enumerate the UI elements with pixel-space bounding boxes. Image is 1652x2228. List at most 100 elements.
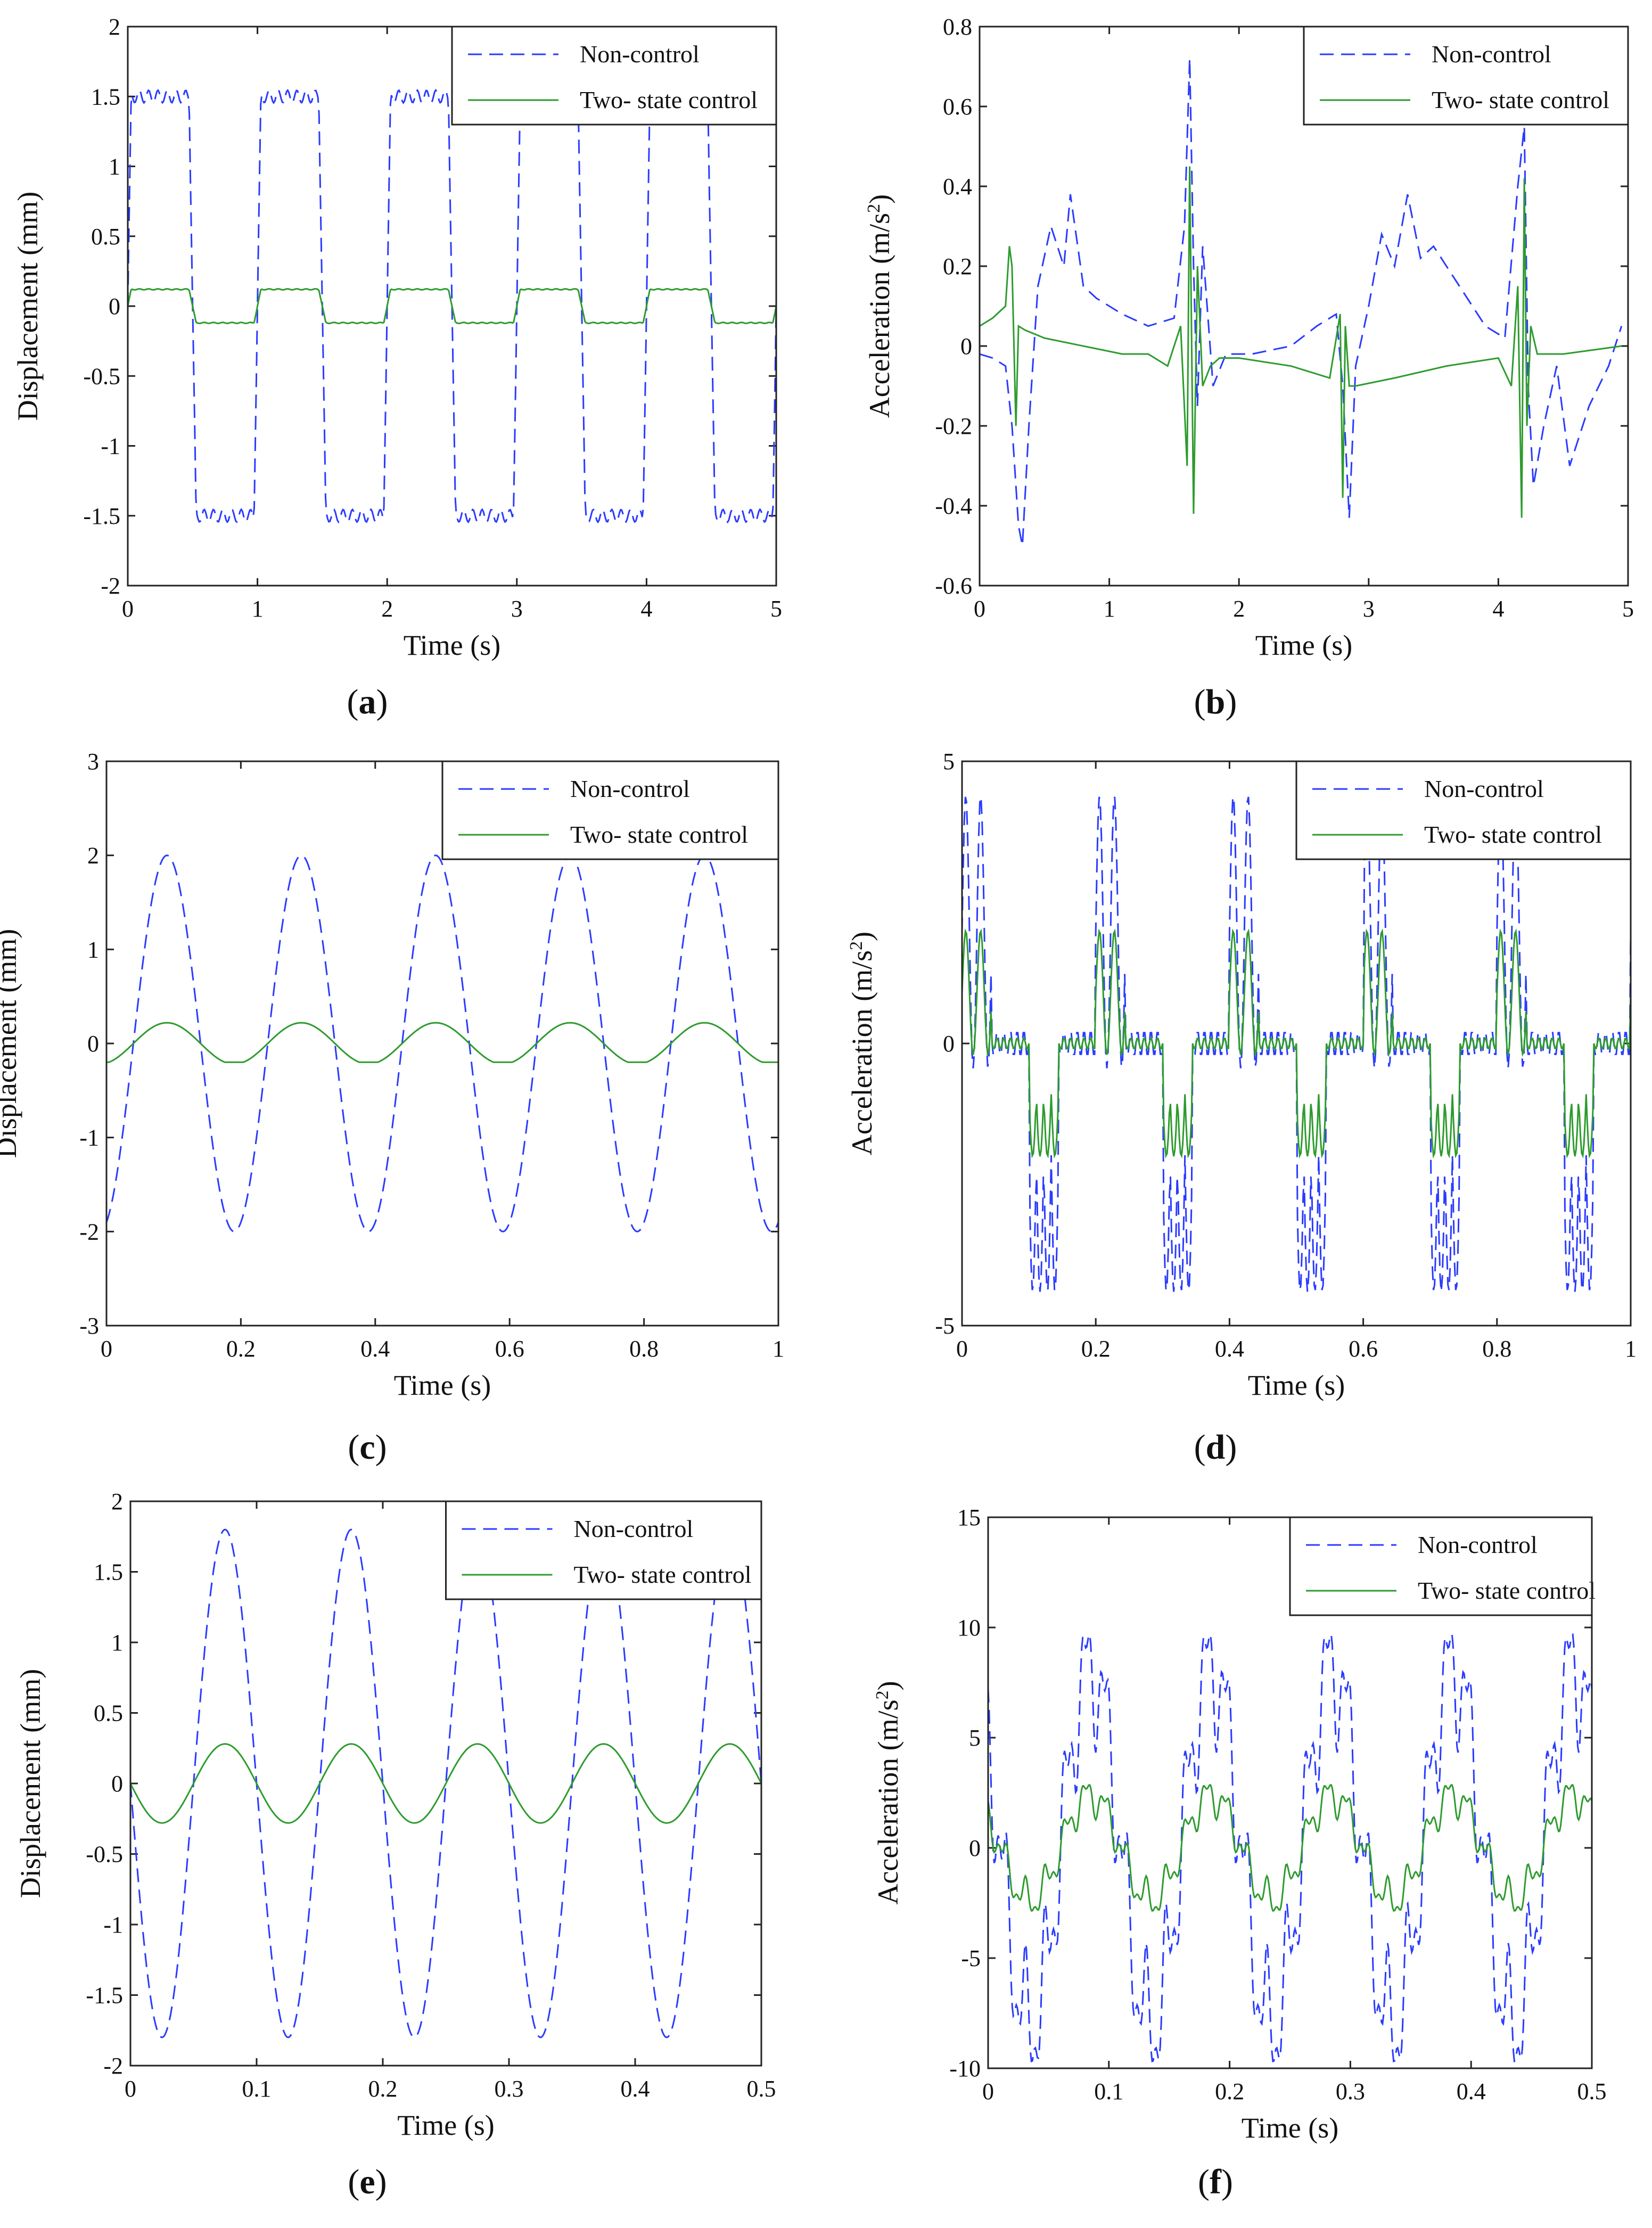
series-line-two-state-control: [130, 1743, 761, 1824]
panel-caption-close: ): [1221, 2163, 1233, 2201]
y-tick-label: 0.5: [91, 224, 120, 250]
y-axis-label: Displacement (mm): [12, 192, 44, 421]
y-tick-label: -1: [79, 1125, 99, 1151]
series-line-two-state-control: [988, 1784, 1592, 1912]
x-tick-label: 1: [772, 1336, 784, 1362]
x-tick-label: 0: [122, 596, 134, 622]
y-tick-label: 1: [87, 936, 99, 963]
panel-caption-letter: c: [359, 1428, 375, 1467]
x-tick-label: 5: [1622, 596, 1634, 622]
panel-a: 0 1 2 3 4 5 -2 -1.5 -1 -0.5 0 0.5 1 1.5 2 Non-control Tw…: [12, 14, 782, 721]
x-tick-label: 0: [974, 596, 985, 622]
panel-caption: (a): [347, 683, 388, 721]
y-tick-label: 0: [943, 1031, 955, 1057]
panel-caption: (e): [348, 2163, 387, 2201]
legend-box: [441, 760, 779, 860]
x-tick-label: 0.4: [621, 2076, 650, 2102]
y-tick-label: 1.5: [94, 1559, 123, 1585]
y-tick-label: -0.2: [935, 413, 972, 439]
x-tick-label: 0: [101, 1336, 112, 1362]
y-tick-label: -0.6: [935, 573, 972, 599]
y-axis-label: Acceleration (m/s2): [846, 932, 878, 1155]
x-tick-label: 0.6: [495, 1336, 524, 1362]
series-line-non-control: [988, 1633, 1592, 2063]
x-axis-label: Time (s): [404, 629, 501, 661]
y-tick-label: 15: [957, 1504, 981, 1531]
panel-caption-close: ): [1225, 1428, 1237, 1467]
y-tick-label: -2: [79, 1219, 99, 1245]
x-tick-label: 0.6: [1349, 1336, 1378, 1362]
panel-caption-letter: e: [359, 2163, 375, 2201]
panel-caption-letter: a: [359, 683, 376, 721]
x-axis-label: Time (s): [1248, 1369, 1345, 1401]
y-tick-label: -1: [101, 433, 120, 459]
y-tick-label: 2: [109, 14, 120, 40]
series-line-non-control: [106, 854, 778, 1232]
x-axis-label: Time (s): [1255, 629, 1353, 661]
plot-frame: [129, 1500, 762, 2067]
y-tick-label: -1: [103, 1912, 123, 1938]
panel-caption-close: ): [376, 683, 388, 721]
x-tick-label: 0.3: [495, 2076, 524, 2102]
y-axis-label-sup: 2: [864, 204, 884, 213]
y-tick-label: 1: [109, 154, 120, 180]
x-tick-label: 0.1: [242, 2076, 272, 2102]
x-tick-label: 0.8: [629, 1336, 659, 1362]
legend-label: Non-control: [1432, 40, 1551, 68]
y-tick-label: 0.5: [94, 1700, 123, 1727]
y-tick-label: -5: [935, 1313, 955, 1339]
y-tick-label: -0.4: [935, 493, 972, 519]
y-axis-label: Displacement (mm): [14, 1669, 46, 1898]
legend-label: Two- state control: [580, 86, 758, 113]
x-tick-label: 1: [1104, 596, 1115, 622]
x-tick-label: 0.4: [1215, 1336, 1244, 1362]
y-tick-label: -1.5: [83, 503, 120, 529]
y-axis-label: Displacement (mm): [0, 929, 22, 1158]
x-tick-label: 5: [770, 596, 782, 622]
y-tick-label: 0: [969, 1835, 981, 1861]
y-tick-label: 5: [943, 749, 955, 775]
plot-frame: [105, 760, 779, 1327]
y-axis-label-end: ): [846, 932, 878, 941]
x-tick-label: 0.8: [1482, 1336, 1511, 1362]
panel-caption: (b): [1194, 683, 1237, 721]
series-line-two-state-control: [128, 288, 776, 324]
plot-frame: [987, 1516, 1593, 2069]
y-tick-label: -5: [961, 1945, 981, 1971]
y-tick-label: 0.6: [943, 94, 972, 120]
x-tick-label: 4: [1492, 596, 1504, 622]
panel-e: 0 0.1 0.2 0.3 0.4 0.5 -2 -1.5 -1 -0.5 0 0.5 1 1.5 2 Non…: [14, 1489, 776, 2201]
x-tick-label: 2: [381, 596, 393, 622]
y-axis-label-sup: 2: [846, 941, 866, 950]
x-tick-label: 1: [252, 596, 264, 622]
y-tick-label: -10: [949, 2056, 981, 2082]
x-tick-label: 0.2: [1081, 1336, 1111, 1362]
legend-label: Two- state control: [1424, 821, 1602, 848]
y-tick-label: -2: [103, 2053, 123, 2079]
legend-box: [1289, 1516, 1593, 1616]
y-tick-label: -0.5: [86, 1841, 123, 1868]
legend-label: Non-control: [574, 1515, 694, 1542]
panel-caption-close: ): [1225, 683, 1237, 721]
plot-frame: [127, 26, 777, 587]
y-axis-label-sup: 2: [873, 1690, 892, 1699]
x-tick-label: 0.1: [1094, 2078, 1123, 2104]
x-tick-label: 0.5: [747, 2076, 776, 2102]
x-tick-label: 0.4: [360, 1336, 390, 1362]
y-tick-label: 2: [111, 1489, 123, 1515]
y-axis-label: Acceleration (m/s2): [864, 194, 895, 418]
y-tick-label: 0.4: [943, 174, 972, 200]
y-tick-label: -2: [101, 573, 120, 599]
y-tick-label: -0.5: [83, 363, 120, 389]
x-axis-label: Time (s): [397, 2109, 495, 2141]
panel-caption: (c): [348, 1428, 387, 1467]
legend-box: [451, 26, 777, 126]
panel-caption-letter: b: [1206, 683, 1226, 721]
panel-caption-letter: f: [1210, 2163, 1222, 2201]
panel-caption: (f): [1198, 2163, 1233, 2201]
x-tick-label: 0: [125, 2076, 136, 2102]
x-tick-label: 4: [640, 596, 652, 622]
x-tick-label: 2: [1233, 596, 1245, 622]
